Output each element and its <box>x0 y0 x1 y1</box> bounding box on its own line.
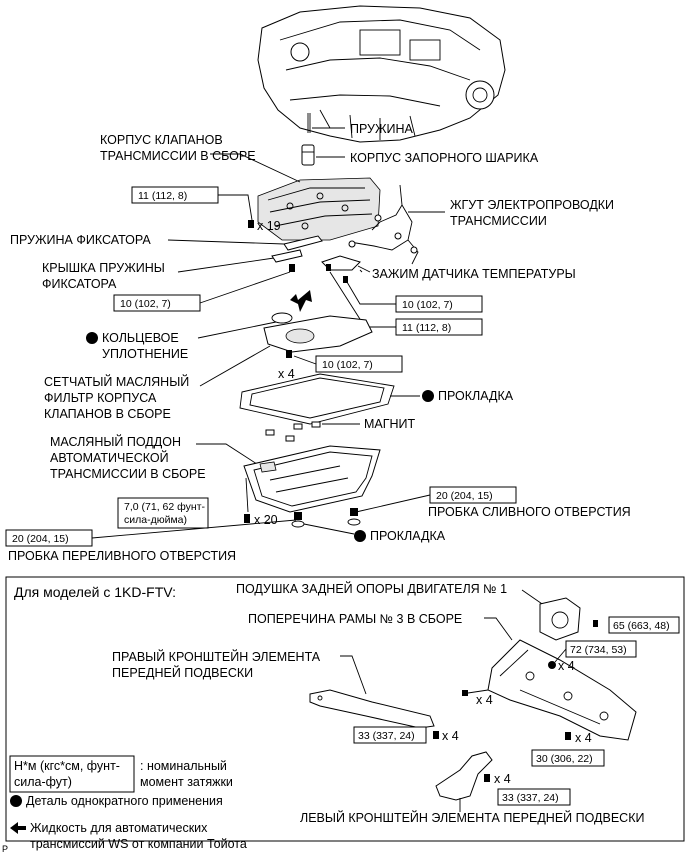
panel-title: Для моделей с 1KD-FTV: <box>14 584 176 600</box>
count-x4-1: x 4 <box>558 659 575 673</box>
lh-bracket-part <box>435 751 493 801</box>
count-x19: x 19 <box>257 219 281 233</box>
rear-mount-part <box>539 597 598 641</box>
label-valve-body-1: КОРПУС КЛАПАНОВ <box>100 133 223 147</box>
non-reusable-icon <box>86 332 98 344</box>
torque-cross1: 72 (734, 53) <box>570 644 627 656</box>
legend-torque-box <box>9 755 135 793</box>
count-x4-3: x 4 <box>442 729 459 743</box>
fluid-arrow-icon <box>10 822 26 834</box>
label-check-ball-body: КОРПУС ЗАПОРНОГО ШАРИКА <box>350 151 539 165</box>
label-overflow-plug: ПРОБКА ПЕРЕЛИВНОГО ОТВЕРСТИЯ <box>8 549 236 563</box>
torque-box-mount <box>608 616 680 634</box>
label-oil-pan-3: ТРАНСМИССИИ В СБОРЕ <box>50 467 206 481</box>
magnet-part <box>265 421 321 442</box>
spring-part <box>307 113 311 133</box>
legend-torque-unit-2: сила-фут) <box>14 775 72 789</box>
label-rh-bracket-1: ПРАВЫЙ КРОНШТЕЙН ЭЛЕМЕНТА <box>112 649 321 664</box>
check-ball-body-part <box>301 144 315 166</box>
bolt-icon <box>244 514 250 523</box>
label-wire-harness-1: ЖГУТ ЭЛЕКТРОПРОВОДКИ <box>450 198 614 212</box>
label-drain-plug: ПРОБКА СЛИВНОГО ОТВЕРСТИЯ <box>428 505 631 519</box>
torque-pan-2: сила-дюйма) <box>124 514 187 526</box>
strainer-part <box>263 315 373 358</box>
bolt-icon <box>248 220 254 228</box>
bolt-icon <box>462 689 489 696</box>
label-oil-pan-1: МАСЛЯНЫЙ ПОДДОН <box>50 434 181 449</box>
temp-clamp-part <box>321 255 361 283</box>
detent-cover-part <box>271 249 303 272</box>
label-o-ring-1: КОЛЬЦЕВОЕ <box>102 331 179 345</box>
torque-box-pan <box>117 497 209 529</box>
valve-body-part <box>257 177 381 241</box>
drain-plug-part <box>347 508 361 526</box>
label-detent-spring: ПРУЖИНА ФИКСАТОРА <box>10 233 151 247</box>
footer-mark: P <box>2 844 8 854</box>
count-x4-5: x 4 <box>494 772 511 786</box>
torque-cross2: 30 (306, 22) <box>536 753 593 765</box>
detent-spring-part <box>283 235 323 251</box>
torque-cover: 10 (102, 7) <box>120 298 171 310</box>
legend-torque-desc-2: момент затяжки <box>140 775 233 789</box>
o-ring-part <box>271 312 293 324</box>
label-valve-body-2: ТРАНСМИССИИ В СБОРЕ <box>100 149 256 163</box>
torque-strainer: 10 (102, 7) <box>322 359 373 371</box>
bolt-icon <box>433 731 439 739</box>
torque-drain: 20 (204, 15) <box>436 490 493 502</box>
torque-box-rh <box>353 726 427 744</box>
label-gasket: ПРОКЛАДКА <box>438 389 514 403</box>
fluid-arrow-icon <box>290 290 312 312</box>
torque-clamp1: 10 (102, 7) <box>402 299 453 311</box>
wire-harness-part <box>348 184 419 265</box>
torque-lh: 33 (337, 24) <box>502 792 559 804</box>
non-reusable-icon <box>422 390 434 402</box>
non-reusable-icon <box>10 795 22 807</box>
label-strainer-3: КЛАПАНОВ В СБОРЕ <box>44 407 171 421</box>
legend-torque-unit-1: Н*м (кгс*см, фунт- <box>14 759 120 773</box>
label-rear-mount: ПОДУШКА ЗАДНЕЙ ОПОРЫ ДВИГАТЕЛЯ № 1 <box>236 581 507 596</box>
overflow-plug-part <box>291 512 305 528</box>
label-lh-bracket: ЛЕВЫЙ КРОНШТЕЙН ЭЛЕМЕНТА ПЕРЕДНЕЙ ПОДВЕС… <box>300 810 644 825</box>
torque-clamp2: 11 (112, 8) <box>402 322 451 334</box>
torque-rh: 33 (337, 24) <box>358 730 415 742</box>
label-spring: ПРУЖИНА <box>350 122 414 136</box>
label-strainer-2: ФИЛЬТР КОРПУСА <box>44 391 157 405</box>
label-detent-cover-2: ФИКСАТОРА <box>42 277 117 291</box>
label-rh-bracket-2: ПЕРЕДНЕЙ ПОДВЕСКИ <box>112 665 253 680</box>
count-x4-2: x 4 <box>476 693 493 707</box>
crossmember-part <box>487 639 637 741</box>
torque-overflow: 20 (204, 15) <box>12 533 69 545</box>
legend-fluid-2: трансмиссий WS от компании Тойота <box>30 837 247 851</box>
count-x4-4: x 4 <box>575 731 592 745</box>
transmission-housing <box>257 5 506 143</box>
label-detent-cover-1: КРЫШКА ПРУЖИНЫ <box>42 261 165 275</box>
torque-pan-1: 7,0 (71, 62 фунт- <box>124 501 205 513</box>
label-o-ring-2: УПЛОТНЕНИЕ <box>102 347 188 361</box>
rh-bracket-part <box>309 689 435 729</box>
label-oil-pan-2: АВТОМАТИЧЕСКОЙ <box>50 450 169 465</box>
count-x4-strainer: x 4 <box>278 367 295 381</box>
legend-fluid-1: Жидкость для автоматических <box>30 821 208 835</box>
label-strainer-1: СЕТЧАТЫЙ МАСЛЯНЫЙ <box>44 374 189 389</box>
oil-pan-part <box>243 445 381 513</box>
legend-torque-desc-1: : номинальный <box>140 759 227 773</box>
nut-icon <box>548 661 556 669</box>
label-magnet: МАГНИТ <box>364 417 416 431</box>
count-x20: x 20 <box>254 513 278 527</box>
label-temp-clamp: ЗАЖИМ ДАТЧИКА ТЕМПЕРАТУРЫ <box>372 267 576 281</box>
torque-box-lh <box>497 788 571 806</box>
bolt-icon <box>565 732 571 740</box>
legend-non-reusable: Деталь однократного применения <box>26 794 223 808</box>
torque-mount: 65 (663, 48) <box>613 620 670 632</box>
bolt-icon <box>484 774 490 782</box>
gasket-part <box>239 373 395 425</box>
label-crossmember: ПОПЕРЕЧИНА РАМЫ № 3 В СБОРЕ <box>248 612 462 626</box>
label-gasket2: ПРОКЛАДКА <box>370 529 446 543</box>
torque-valve: 11 (112, 8) <box>138 190 187 202</box>
torque-box-cross2 <box>531 749 605 767</box>
label-wire-harness-2: ТРАНСМИССИИ <box>450 214 547 228</box>
non-reusable-icon <box>354 530 366 542</box>
